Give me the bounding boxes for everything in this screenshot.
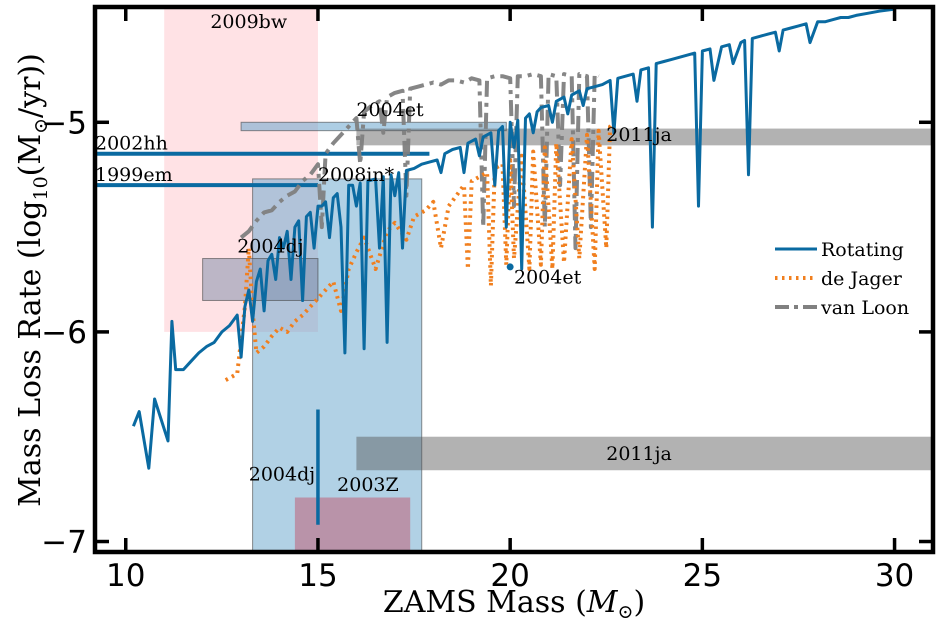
axis-ticks: 10 15 20 25 30 −7 −6 −5	[41, 7, 933, 594]
series-van-loon	[239, 72, 600, 251]
y-tick-label: −7	[41, 525, 87, 561]
series-lines	[95, 7, 895, 525]
label-2011ja-top: 2011ja	[606, 124, 672, 146]
region-2011ja-bottom	[356, 436, 933, 471]
x-tick-label: 15	[298, 558, 337, 594]
legend-label: de Jager	[821, 268, 903, 290]
marker-2004et-point	[506, 263, 514, 271]
label-2009bw: 2009bw	[210, 11, 288, 33]
legend: Rotating de Jager van Loon	[775, 239, 909, 319]
legend-label: van Loon	[820, 297, 909, 319]
shaded-regions	[164, 7, 933, 552]
region-2004et-box	[240, 121, 507, 132]
label-2003Z: 2003Z	[337, 474, 399, 496]
x-tick-label: 20	[490, 558, 529, 594]
x-axis-title: ZAMS Mass (M⊙)	[383, 585, 645, 623]
label-2004et-bottom: 2004et	[514, 267, 582, 289]
x-tick-label: 30	[875, 558, 914, 594]
series-de-jager	[224, 120, 616, 382]
label-2008in: 2008in*	[318, 164, 395, 186]
series-rotating	[132, 7, 895, 470]
label-2011ja-bottom: 2011ja	[606, 443, 672, 465]
x-tick-label: 25	[683, 558, 722, 594]
legend-label: Rotating	[821, 239, 904, 261]
region-2003Z	[294, 497, 411, 552]
label-2002hh: 2002hh	[95, 133, 168, 155]
label-2004dj-top: 2004dj	[237, 235, 303, 257]
y-tick-label: −6	[41, 315, 87, 351]
annotations: 2009bw 2004et 2002hh 2011ja 1999em 2008in* 200…	[95, 11, 672, 496]
region-2011ja-top	[356, 128, 933, 146]
x-tick-label: 10	[106, 558, 145, 594]
label-1999em: 1999em	[95, 164, 173, 186]
y-tick-label: −5	[41, 105, 87, 141]
label-2004et-top: 2004et	[356, 99, 424, 121]
plot-frame	[92, 4, 936, 555]
label-2004dj-bottom: 2004dj	[249, 464, 315, 486]
y-axis-title: Mass Loss Rate (log10(M⊙/yr))	[13, 53, 52, 507]
